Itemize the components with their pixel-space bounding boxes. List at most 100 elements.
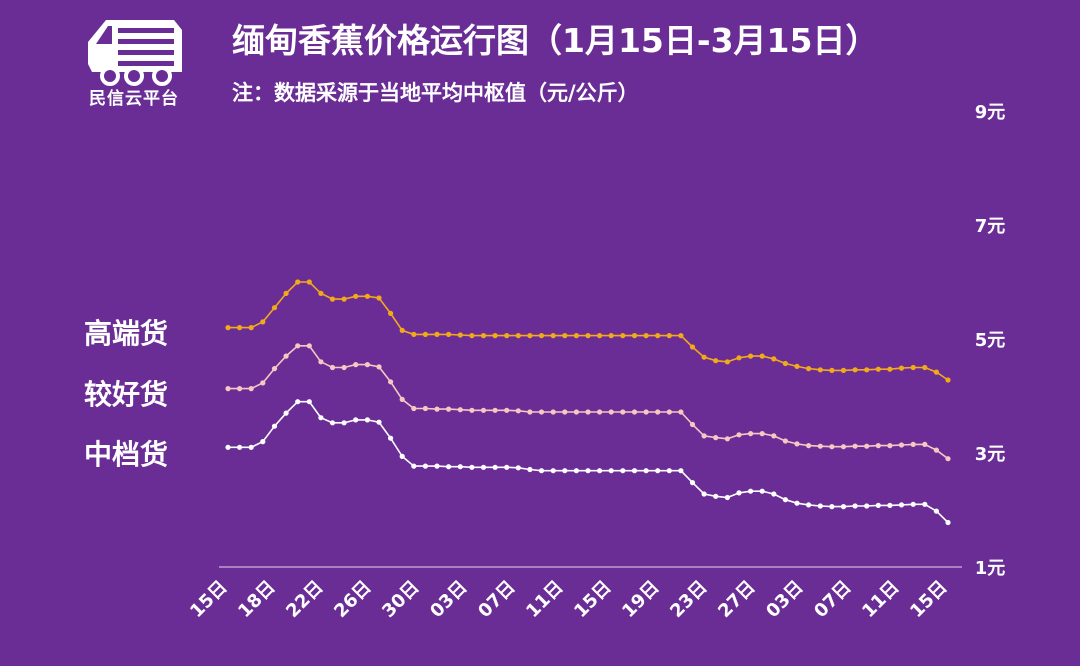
data-point [748,488,754,494]
data-point [945,456,951,462]
data-point [480,464,487,470]
data-point [504,407,510,413]
data-point [736,432,742,438]
data-point [713,358,719,364]
data-point [527,409,533,415]
data-point [655,468,661,474]
data-point [376,419,382,425]
data-point [852,443,858,449]
x-tick-label: 15日 [906,577,951,622]
data-point [248,325,254,331]
data-point [840,367,847,373]
data-point [515,465,521,471]
data-point [469,333,475,339]
data-point [887,502,893,508]
data-point [829,444,835,450]
data-point [898,365,905,371]
data-point [748,431,754,437]
data-point [585,409,591,415]
data-point [678,333,684,339]
data-point [759,488,765,494]
data-point [620,409,626,415]
data-point [689,344,696,350]
data-point [306,343,312,349]
data-point [492,464,498,470]
x-tick-label: 23日 [666,577,711,622]
brand-name: 民信云平台 [89,89,179,109]
data-point [515,408,521,414]
data-point [411,331,417,337]
data-point [329,364,336,371]
data-point [643,468,649,474]
data-point [933,369,940,375]
data-point [875,502,881,508]
data-point [771,491,777,497]
data-point [620,468,626,474]
data-point [724,436,731,442]
data-point [829,504,835,510]
data-point [446,406,452,412]
data-point [631,409,638,415]
data-point [782,438,789,444]
data-point [655,333,661,339]
data-point [283,290,289,296]
data-point [283,353,289,359]
y-tick-label: 9元 [975,102,1006,123]
data-point [782,497,789,503]
data-point [689,421,696,428]
data-point [480,333,487,339]
x-tick-label: 18日 [234,577,279,622]
y-tick-label: 1元 [975,558,1006,579]
data-point [933,447,940,453]
data-point [318,415,324,421]
data-point [550,409,556,415]
data-point [306,399,312,405]
data-point [504,333,510,339]
data-point [864,367,870,373]
data-point [573,468,580,474]
data-point [806,366,812,372]
data-point [550,333,556,339]
data-point [527,466,533,473]
data-point [817,443,823,449]
data-point [411,463,417,469]
data-point [248,444,254,450]
data-point [434,463,440,469]
data-point [295,399,301,405]
data-point [910,501,916,507]
data-point [271,305,278,311]
data-point [701,354,707,360]
data-point [678,409,684,415]
data-point [306,279,312,285]
data-point [817,367,823,373]
data-point [434,406,440,412]
data-point [318,359,324,365]
data-point [341,420,347,426]
data-point [446,331,452,337]
data-point [922,441,928,447]
data-point [620,333,626,339]
data-point [237,325,243,331]
data-point [608,333,614,339]
data-point [562,409,568,415]
data-point [329,420,336,426]
data-point [864,443,870,449]
data-point [666,333,672,339]
x-tick-label: 26日 [330,577,375,622]
x-tick-label: 11日 [522,577,567,622]
data-point [724,494,731,501]
data-point [852,503,858,509]
series-line [228,281,949,381]
data-point [864,503,870,509]
data-point [538,468,545,474]
data-point [353,417,359,423]
x-tick-label: 03日 [426,577,471,622]
y-tick-label: 5元 [975,330,1006,351]
data-point [225,386,231,392]
data-point [713,493,719,499]
data-point [945,519,951,526]
x-tick-label: 19日 [618,577,663,622]
data-point [515,333,521,339]
data-point [945,377,951,383]
data-point [225,325,231,331]
